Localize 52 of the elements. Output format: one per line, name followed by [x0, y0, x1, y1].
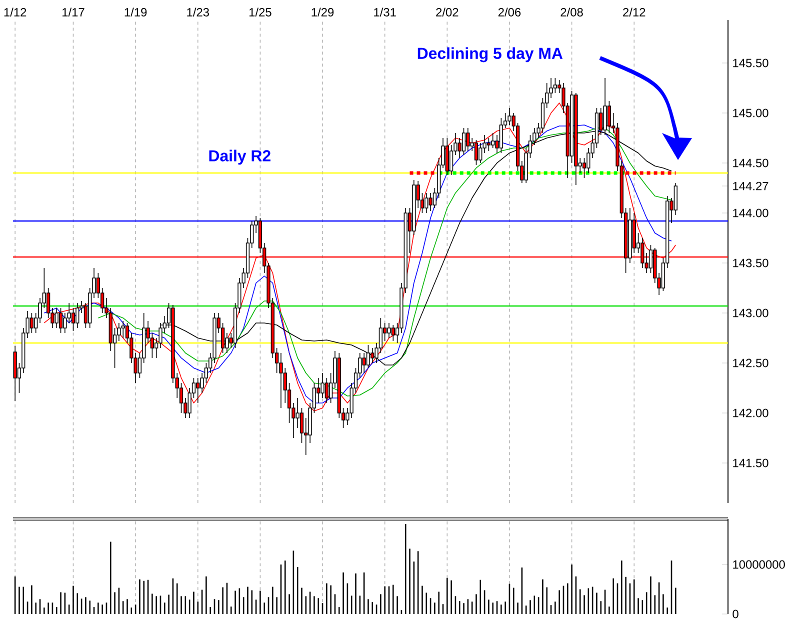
candlestick: [279, 352, 283, 408]
x-tick-label: 1/25: [249, 8, 272, 16]
x-tick-label: 2/02: [436, 8, 458, 16]
candlestick: [121, 320, 125, 338]
candlestick: [466, 128, 470, 152]
candlestick: [300, 408, 304, 444]
candlestick: [76, 302, 80, 328]
annotation: Daily R2: [209, 150, 270, 165]
y-tick-label: 144.50: [733, 158, 768, 168]
candlestick: [478, 142, 482, 164]
y-tick-label: 141.50: [733, 458, 768, 468]
candlestick: [553, 78, 557, 94]
y-tick-label: 142.50: [733, 358, 768, 368]
candlestick: [499, 118, 503, 154]
candlestick: [54, 308, 58, 328]
candlestick: [58, 308, 63, 334]
candlestick: [63, 312, 67, 334]
y-tick-label: 145.50: [733, 58, 768, 68]
candlestick: [196, 378, 200, 404]
x-tick-label: 1/17: [62, 8, 84, 16]
x-tick-label: 1/29: [312, 8, 334, 16]
candlestick: [428, 192, 432, 212]
x-tick-label: 2/06: [498, 8, 521, 16]
x-tick-label: 1/19: [124, 8, 147, 16]
candlestick: [424, 192, 428, 214]
y-tick-label: 142.00: [733, 408, 768, 418]
candlestick: [71, 308, 76, 332]
y-tick-label: 10000000: [733, 560, 785, 569]
candlestick: [387, 322, 391, 338]
x-tick-label: 1/23: [187, 8, 209, 16]
y-tick-label: 145.00: [733, 108, 768, 118]
candlestick: [674, 182, 678, 216]
y-tick-label: 0: [732, 610, 738, 618]
candlestick: [491, 132, 495, 148]
y-tick-label: 144.00: [733, 208, 768, 218]
candlestick: [474, 140, 478, 166]
candlestick: [508, 108, 512, 126]
candlestick: [462, 128, 466, 156]
x-tick-label: 2/08: [560, 8, 583, 16]
candlestick: [450, 144, 454, 176]
candlestick: [117, 322, 121, 342]
y-tick-label: 143.00: [733, 308, 768, 318]
annotation: Declining 5 day MA: [418, 47, 563, 62]
x-tick-label: 1/12: [4, 8, 26, 16]
candlestick: [30, 312, 34, 334]
candlestick: [486, 138, 491, 152]
candlestick: [324, 378, 328, 404]
y-tick-label: 143.50: [733, 258, 768, 268]
x-tick-label: 1/31: [374, 8, 396, 16]
x-tick-label: 2/12: [623, 8, 646, 16]
candlestick: [391, 324, 395, 342]
y-tick-label: 144.27: [733, 182, 768, 190]
